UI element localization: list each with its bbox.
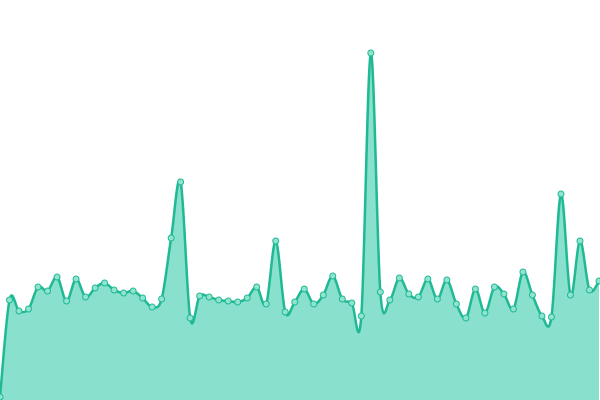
data-point <box>158 295 166 303</box>
data-point <box>519 268 527 276</box>
data-point <box>186 314 194 322</box>
data-point <box>395 274 403 282</box>
data-point <box>53 273 61 281</box>
data-point <box>0 393 4 400</box>
area-fill <box>0 52 599 400</box>
data-point <box>72 275 80 283</box>
data-point <box>281 308 289 316</box>
data-point <box>471 285 479 293</box>
data-point <box>557 190 565 198</box>
data-point <box>576 237 584 245</box>
data-point <box>300 285 308 293</box>
data-point <box>243 294 251 302</box>
data-point <box>424 275 432 283</box>
data-point <box>509 305 517 313</box>
data-point <box>481 309 489 317</box>
data-point <box>500 290 508 298</box>
data-point <box>262 300 270 308</box>
data-point <box>357 312 365 320</box>
data-point <box>443 276 451 284</box>
data-point <box>15 307 23 315</box>
data-point <box>566 291 574 299</box>
data-point <box>338 295 346 303</box>
data-point <box>110 286 118 294</box>
data-point <box>348 299 356 307</box>
data-point <box>224 297 232 305</box>
data-point <box>319 291 327 299</box>
data-point <box>129 287 137 295</box>
data-point <box>120 289 128 297</box>
data-point <box>462 314 470 322</box>
data-point <box>414 293 422 301</box>
data-point <box>44 287 52 295</box>
data-point <box>234 298 242 306</box>
data-point <box>82 293 90 301</box>
data-point <box>205 293 213 301</box>
data-point <box>167 234 175 242</box>
data-point <box>272 237 280 245</box>
data-point <box>376 288 384 296</box>
data-point <box>34 283 42 291</box>
data-point <box>177 178 185 186</box>
data-point <box>595 277 600 285</box>
data-point <box>91 284 99 292</box>
data-point <box>367 49 375 57</box>
data-point <box>310 300 318 308</box>
data-point <box>291 298 299 306</box>
data-point <box>528 291 536 299</box>
data-point <box>433 295 441 303</box>
data-point <box>585 286 593 294</box>
data-point <box>547 313 555 321</box>
data-point <box>253 283 261 291</box>
data-point <box>6 296 14 304</box>
data-point <box>148 303 156 311</box>
data-point <box>25 305 33 313</box>
data-point <box>452 300 460 308</box>
data-point <box>139 294 147 302</box>
data-point <box>490 283 498 291</box>
data-point <box>329 272 337 280</box>
data-point <box>63 297 71 305</box>
data-point <box>196 292 204 300</box>
data-point <box>405 290 413 298</box>
data-point <box>215 296 223 304</box>
data-point <box>386 296 394 304</box>
data-point <box>101 279 109 287</box>
data-point <box>538 312 546 320</box>
